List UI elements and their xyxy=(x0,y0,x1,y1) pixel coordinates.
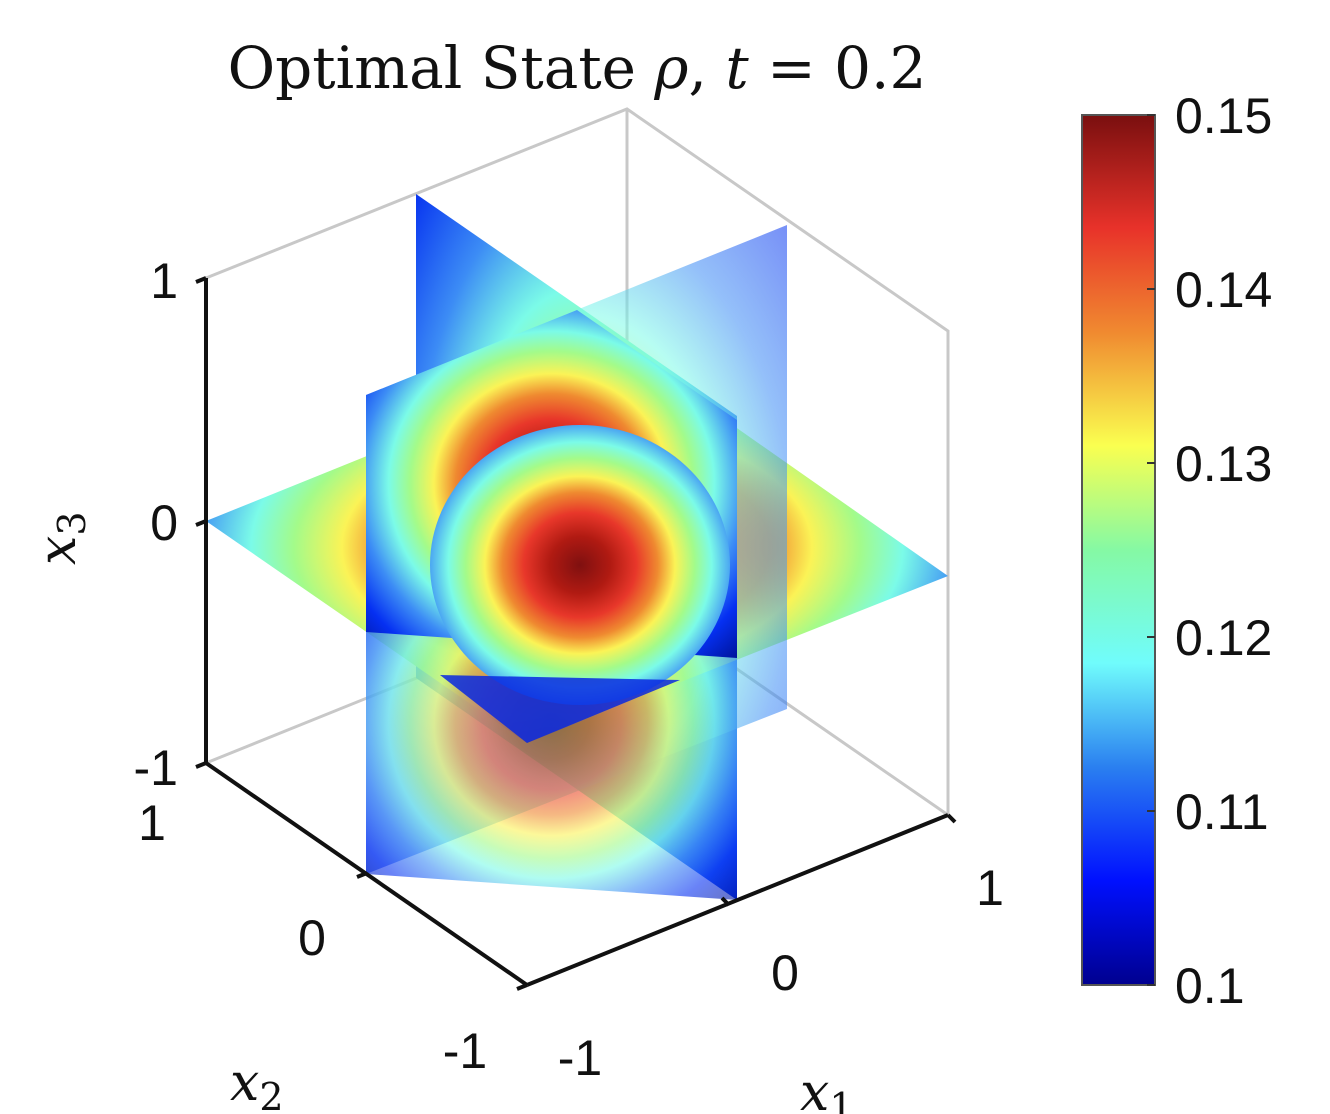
density-peak xyxy=(430,425,730,705)
z-tick-0: 0 xyxy=(150,495,178,551)
x1-tick-0: 0 xyxy=(771,945,799,1001)
z-tick-1: 1 xyxy=(150,253,178,309)
axis-lines xyxy=(195,276,957,991)
colorbar-label-0.12: 0.12 xyxy=(1175,610,1272,666)
x1-tick-neg1: -1 xyxy=(558,1030,602,1086)
chart-title: Optimal State ρ, t = 0.2 xyxy=(228,34,927,102)
z-tick-neg1: -1 xyxy=(134,740,178,796)
x2-tick-1: 1 xyxy=(138,795,166,851)
colorbar-label-0.15: 0.15 xyxy=(1175,88,1272,144)
colorbar-label-0.1: 0.1 xyxy=(1175,958,1245,1014)
x1-axis-label: x1 xyxy=(800,1063,854,1114)
colorbar-label-0.13: 0.13 xyxy=(1175,436,1272,492)
colorbar-ticks xyxy=(1147,114,1155,986)
x1-tick-1: 1 xyxy=(976,860,1004,916)
colorbar xyxy=(1081,114,1156,986)
x3-axis-label: x3 xyxy=(28,511,94,565)
x2-tick-0: 0 xyxy=(298,910,326,966)
x2-axis-label: x2 xyxy=(230,1053,284,1114)
x2-tick-neg1: -1 xyxy=(443,1023,487,1079)
colorbar-label-0.14: 0.14 xyxy=(1175,262,1272,318)
colorbar-label-0.11: 0.11 xyxy=(1175,784,1269,840)
slice-low-region xyxy=(440,675,680,743)
